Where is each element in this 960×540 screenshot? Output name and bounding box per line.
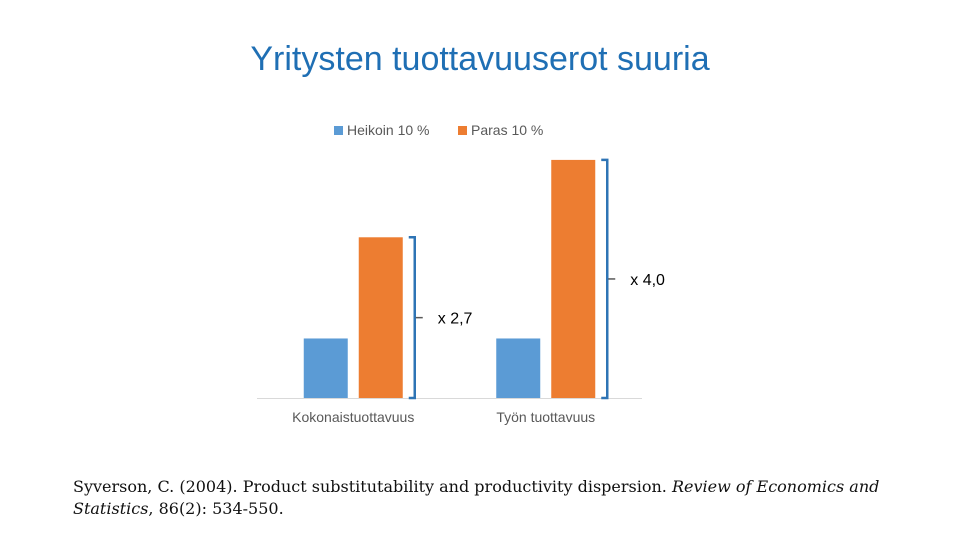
bar-2-series-2 [551, 159, 596, 398]
chart-bars [303, 159, 596, 398]
x-tick-label-2: Työn tuottavuus [496, 409, 595, 425]
x-tick-label-1: Kokonaistuottavuus [292, 409, 414, 425]
slide-title: Yritysten tuottavuuserot suuria [250, 40, 710, 78]
citation-volume: , 86(2): 534-550. [148, 499, 284, 518]
legend-label-2: Paras 10 % [471, 122, 543, 138]
ratio-label-2: x 4,0 [630, 272, 665, 289]
bar-1-series-1 [303, 338, 348, 398]
bracket-2 [601, 158, 609, 400]
ratio-brackets: x 2,7 x 4,0 [408, 158, 665, 400]
citation-authors: Syverson, C. (2004). Product substitutab… [73, 477, 672, 496]
bracket-1 [408, 236, 416, 400]
citation: Syverson, C. (2004). Product substitutab… [73, 476, 893, 520]
bar-1-series-2 [358, 237, 403, 398]
citation-journal: Review of Economics and Statistics [73, 477, 880, 518]
legend-swatch-2 [458, 126, 467, 135]
bar-2-series-1 [496, 338, 541, 398]
x-axis-tick-labels: Kokonaistuottavuus Työn tuottavuus [292, 409, 595, 425]
legend-label-1: Heikoin 10 % [347, 122, 430, 138]
chart-legend: Heikoin 10 % Paras 10 % [334, 122, 543, 138]
ratio-label-1: x 2,7 [438, 311, 473, 328]
legend-swatch-1 [334, 126, 343, 135]
